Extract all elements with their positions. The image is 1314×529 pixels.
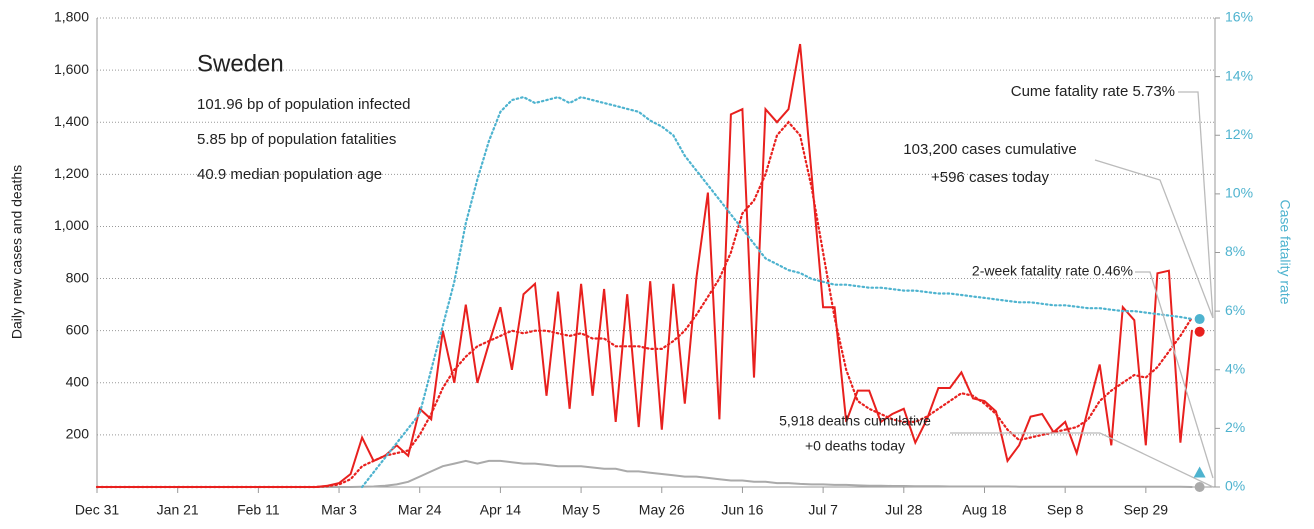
x-tick-label: Mar 3: [321, 502, 357, 518]
y-tick-label: 1,000: [54, 217, 89, 233]
annotation: 40.9 median population age: [197, 166, 382, 183]
annotation: 101.96 bp of population infected: [197, 96, 411, 113]
leader-line: [950, 432, 1214, 488]
y-tick-label: 1,600: [54, 61, 89, 77]
leader-line: [1135, 271, 1214, 479]
y-tick-label: 400: [66, 373, 90, 389]
x-tick-label: May 26: [639, 502, 685, 518]
end-marker: [1194, 482, 1205, 492]
y2-tick-label: 12%: [1225, 126, 1253, 142]
y-tick-label: 200: [66, 426, 90, 442]
x-tick-label: Feb 11: [237, 502, 280, 518]
y2-tick-label: 10%: [1225, 185, 1253, 201]
leader-line: [1094, 159, 1214, 319]
annotation: +0 deaths today: [805, 438, 905, 454]
end-marker: [1194, 326, 1205, 337]
y-tick-label: 1,800: [54, 9, 89, 25]
y2-tick-label: 0%: [1225, 478, 1245, 494]
y-tick-label: 600: [66, 321, 90, 337]
annotation: 5,918 deaths cumulative: [779, 413, 931, 429]
y-axis-label: Daily new cases and deaths: [9, 165, 25, 339]
x-tick-label: Aug 18: [962, 502, 1007, 518]
x-tick-label: Jul 28: [885, 502, 923, 518]
annotation: Cume fatality rate 5.73%: [1011, 83, 1175, 100]
end-marker: [1193, 466, 1206, 478]
y2-tick-label: 16%: [1225, 9, 1253, 25]
y2-tick-label: 2%: [1225, 419, 1245, 435]
leader-line: [1178, 91, 1214, 319]
x-tick-label: Jun 16: [721, 502, 763, 518]
x-tick-label: Sep 8: [1047, 502, 1084, 518]
annotation: 2-week fatality rate 0.46%: [972, 263, 1133, 279]
x-tick-label: Apr 14: [480, 502, 521, 518]
annotation: Sweden: [197, 50, 284, 77]
y-tick-label: 1,200: [54, 165, 89, 181]
x-tick-label: Mar 24: [398, 502, 442, 518]
x-tick-label: Jan 21: [157, 502, 199, 518]
y2-axis-label: Case fatality rate: [1277, 199, 1293, 304]
x-tick-label: Dec 31: [75, 502, 120, 518]
series-line: [361, 95, 1193, 489]
series-line: [96, 43, 1193, 488]
y2-tick-label: 8%: [1225, 243, 1245, 259]
y2-tick-label: 14%: [1225, 67, 1253, 83]
x-tick-label: May 5: [562, 502, 600, 518]
y2-tick-label: 4%: [1225, 360, 1245, 376]
annotation: +596 cases today: [931, 169, 1050, 186]
y-tick-label: 800: [66, 269, 90, 285]
series-line: [95, 120, 1193, 489]
series-line: [96, 459, 1193, 488]
x-tick-label: Sep 29: [1124, 502, 1169, 518]
y2-tick-label: 6%: [1225, 302, 1245, 318]
annotation: 5.85 bp of population fatalities: [197, 131, 396, 148]
y-tick-label: 1,400: [54, 113, 89, 129]
end-marker: [1194, 314, 1205, 325]
x-tick-label: Jul 7: [808, 502, 838, 518]
annotation: 103,200 cases cumulative: [903, 141, 1076, 158]
